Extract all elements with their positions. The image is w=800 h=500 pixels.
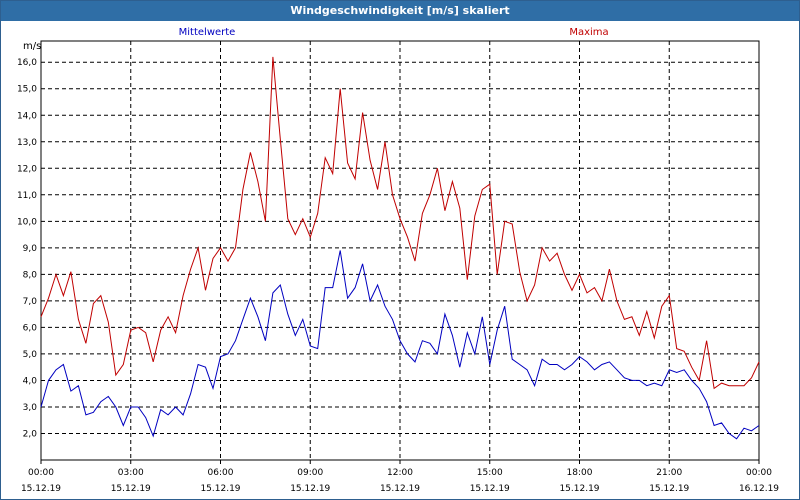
window-title: Windgeschwindigkeit [m/s] skaliert — [1, 1, 799, 21]
y-tick-label: 14,0 — [17, 111, 37, 121]
y-axis-label: m/s — [23, 41, 41, 52]
y-tick-label: 15,0 — [17, 85, 37, 95]
x-tick-time: 12:00 — [387, 468, 413, 478]
line-chart: 2,0 3,0 4,0 5,0 6,0 7,0 8,0 9,0 10,0 11,0 12,0 13,0… — [17, 27, 779, 494]
series-mittelwerte-line — [40, 250, 760, 440]
x-tick-date: 15.12.19 — [470, 484, 510, 494]
y-tick-label: 4,0 — [23, 376, 38, 386]
x-tick-date: 15.12.19 — [200, 484, 240, 494]
y-tick-label: 10,0 — [17, 217, 37, 227]
y-tick-label: 2,0 — [23, 429, 38, 439]
x-tick-date: 15.12.19 — [290, 484, 330, 494]
x-tick-date: 15.12.19 — [559, 484, 599, 494]
y-tick-label: 9,0 — [23, 244, 38, 254]
y-tick-label: 11,0 — [17, 191, 37, 201]
x-tick-date: 15.12.19 — [111, 484, 151, 494]
y-axis: 2,0 3,0 4,0 5,0 6,0 7,0 8,0 9,0 10,0 11,0 12,0 13,0… — [17, 58, 37, 439]
x-tick-time: 03:00 — [118, 468, 144, 478]
plot-area — [40, 40, 760, 461]
x-tick-date: 15.12.19 — [380, 484, 420, 494]
legend-mittelwerte: Mittelwerte — [179, 27, 236, 38]
x-tick-date: 15.12.19 — [21, 484, 61, 494]
x-axis: 00:00 15.12.19 03:00 15.12.19 06:00 15.12.19 0… — [21, 460, 779, 494]
y-tick-label: 3,0 — [23, 403, 38, 413]
x-tick-time: 18:00 — [567, 468, 593, 478]
x-tick-time: 06:00 — [208, 468, 234, 478]
x-tick-date: 16.12.19 — [739, 484, 779, 494]
y-tick-label: 5,0 — [23, 350, 38, 360]
y-tick-label: 16,0 — [17, 58, 37, 68]
legend-maxima: Maxima — [569, 27, 608, 38]
x-tick-time: 00:00 — [28, 468, 54, 478]
x-tick-time: 00:00 — [746, 468, 772, 478]
x-tick-time: 15:00 — [477, 468, 503, 478]
y-tick-label: 8,0 — [23, 270, 38, 280]
x-tick-time: 21:00 — [656, 468, 682, 478]
series-maxima-line — [40, 56, 760, 390]
x-tick-date: 15.12.19 — [649, 484, 689, 494]
y-tick-label: 7,0 — [23, 297, 38, 307]
y-tick-label: 12,0 — [17, 164, 37, 174]
y-tick-label: 6,0 — [23, 323, 38, 333]
y-tick-label: 13,0 — [17, 138, 37, 148]
x-tick-time: 09:00 — [297, 468, 323, 478]
grid-lines — [41, 41, 759, 460]
